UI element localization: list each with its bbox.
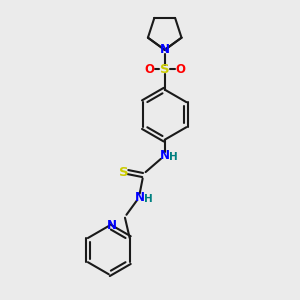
Text: N: N [160, 44, 170, 56]
Text: O: O [144, 62, 154, 76]
Text: N: N [107, 220, 117, 232]
Text: H: H [144, 194, 152, 204]
Text: N: N [160, 149, 170, 162]
Text: O: O [175, 62, 185, 76]
Text: N: N [135, 190, 145, 204]
Text: S: S [160, 62, 169, 76]
Text: H: H [169, 152, 177, 162]
Text: S: S [119, 166, 128, 178]
